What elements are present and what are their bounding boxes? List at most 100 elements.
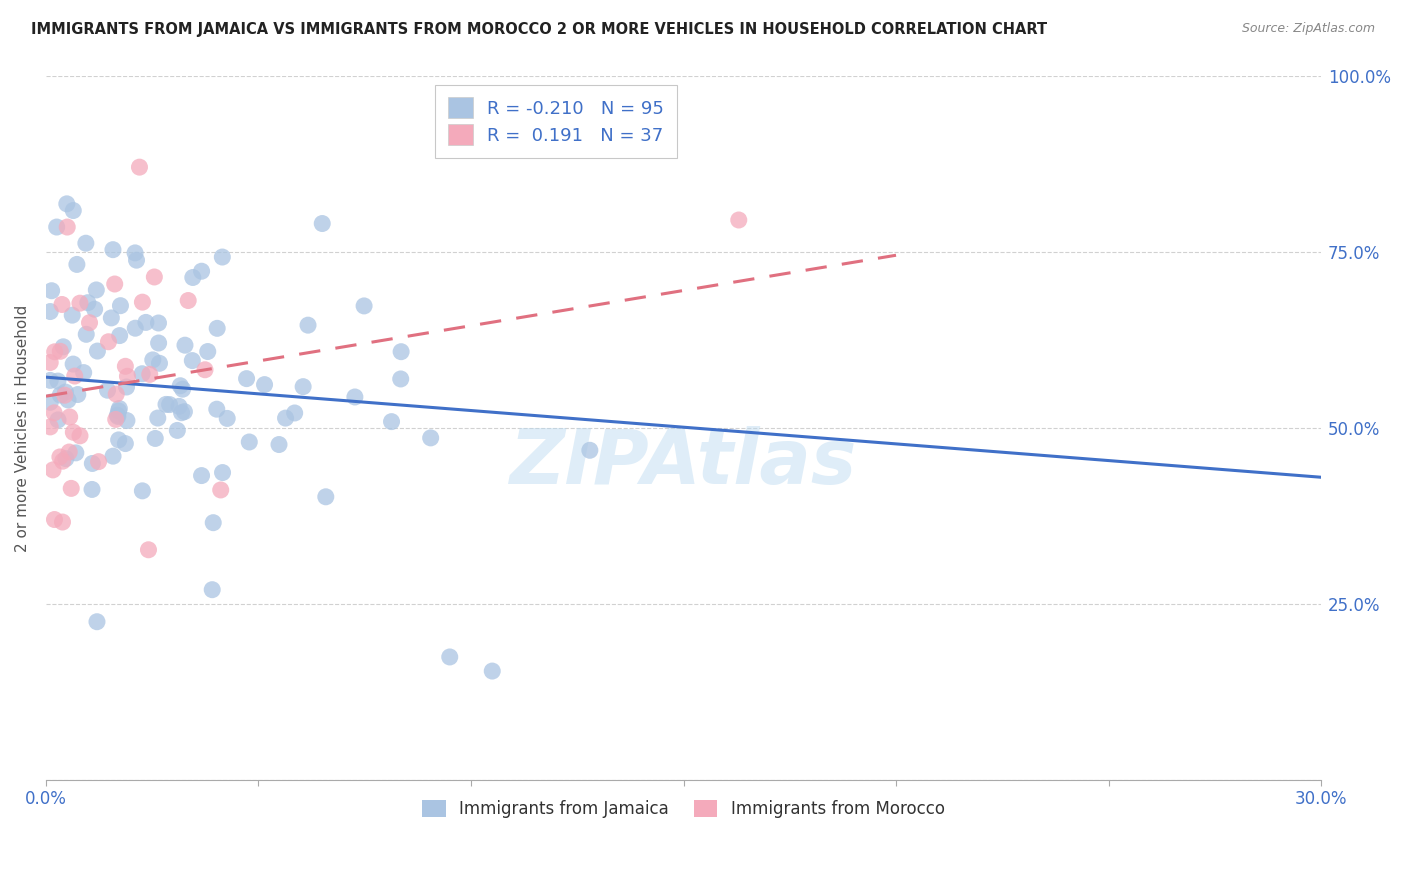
Point xyxy=(181,353,204,368)
Point xyxy=(205,402,228,417)
Point xyxy=(311,217,333,231)
Point xyxy=(42,463,65,477)
Point xyxy=(75,236,97,251)
Point xyxy=(238,435,260,450)
Point xyxy=(146,411,169,425)
Point xyxy=(41,284,63,298)
Point xyxy=(39,373,62,387)
Point xyxy=(143,270,166,285)
Point xyxy=(124,246,146,260)
Point xyxy=(97,334,120,349)
Point xyxy=(110,299,132,313)
Point xyxy=(284,406,307,420)
Point xyxy=(481,664,503,678)
Point xyxy=(131,483,153,498)
Point xyxy=(167,400,190,414)
Point xyxy=(80,483,103,497)
Point xyxy=(124,321,146,335)
Point xyxy=(49,388,72,402)
Point xyxy=(148,336,170,351)
Point xyxy=(86,283,108,297)
Point xyxy=(52,340,75,354)
Point xyxy=(39,304,62,318)
Point xyxy=(46,374,69,388)
Point xyxy=(190,468,212,483)
Point xyxy=(82,457,104,471)
Point xyxy=(96,383,118,397)
Point xyxy=(211,250,233,264)
Point xyxy=(389,344,412,359)
Point xyxy=(108,328,131,343)
Point xyxy=(727,213,749,227)
Point xyxy=(201,582,224,597)
Point xyxy=(73,366,96,380)
Point xyxy=(181,270,204,285)
Y-axis label: 2 or more Vehicles in Household: 2 or more Vehicles in Household xyxy=(15,304,30,551)
Point xyxy=(87,455,110,469)
Point xyxy=(209,483,232,497)
Point xyxy=(65,446,87,460)
Point xyxy=(117,369,139,384)
Point xyxy=(62,425,84,440)
Point xyxy=(205,321,228,335)
Point xyxy=(353,299,375,313)
Point xyxy=(197,344,219,359)
Point xyxy=(39,355,62,369)
Point xyxy=(104,412,127,426)
Point xyxy=(51,297,73,311)
Point xyxy=(166,424,188,438)
Point xyxy=(60,482,83,496)
Point xyxy=(39,420,62,434)
Legend: Immigrants from Jamaica, Immigrants from Morocco: Immigrants from Jamaica, Immigrants from… xyxy=(416,793,952,825)
Point xyxy=(107,409,129,424)
Point xyxy=(114,359,136,374)
Point xyxy=(86,344,108,359)
Point xyxy=(44,512,66,526)
Point xyxy=(190,264,212,278)
Point xyxy=(107,408,129,422)
Point xyxy=(315,490,337,504)
Point xyxy=(107,433,129,447)
Point xyxy=(297,318,319,333)
Point xyxy=(101,449,124,463)
Point xyxy=(56,220,79,235)
Point xyxy=(76,295,98,310)
Point xyxy=(125,253,148,268)
Point xyxy=(159,398,181,412)
Point xyxy=(173,404,195,418)
Point xyxy=(194,363,217,377)
Point xyxy=(115,380,138,394)
Point xyxy=(380,415,402,429)
Point xyxy=(174,338,197,352)
Point xyxy=(42,406,65,420)
Point xyxy=(138,368,160,382)
Point xyxy=(53,388,76,402)
Point xyxy=(138,542,160,557)
Point xyxy=(58,445,80,459)
Point xyxy=(62,203,84,218)
Point xyxy=(59,409,82,424)
Point xyxy=(69,429,91,443)
Point xyxy=(267,437,290,451)
Point xyxy=(86,615,108,629)
Point xyxy=(143,432,166,446)
Point xyxy=(579,443,602,458)
Point xyxy=(172,382,194,396)
Point xyxy=(107,404,129,418)
Point xyxy=(292,379,315,393)
Point xyxy=(55,451,77,466)
Point xyxy=(100,310,122,325)
Point xyxy=(55,385,77,400)
Point xyxy=(142,352,165,367)
Point xyxy=(101,243,124,257)
Point xyxy=(148,356,170,370)
Point xyxy=(56,392,79,407)
Point xyxy=(44,344,66,359)
Point xyxy=(114,436,136,450)
Point xyxy=(419,431,441,445)
Point xyxy=(177,293,200,308)
Text: IMMIGRANTS FROM JAMAICA VS IMMIGRANTS FROM MOROCCO 2 OR MORE VEHICLES IN HOUSEHO: IMMIGRANTS FROM JAMAICA VS IMMIGRANTS FR… xyxy=(31,22,1047,37)
Point xyxy=(60,308,83,322)
Point xyxy=(135,315,157,329)
Point xyxy=(253,377,276,392)
